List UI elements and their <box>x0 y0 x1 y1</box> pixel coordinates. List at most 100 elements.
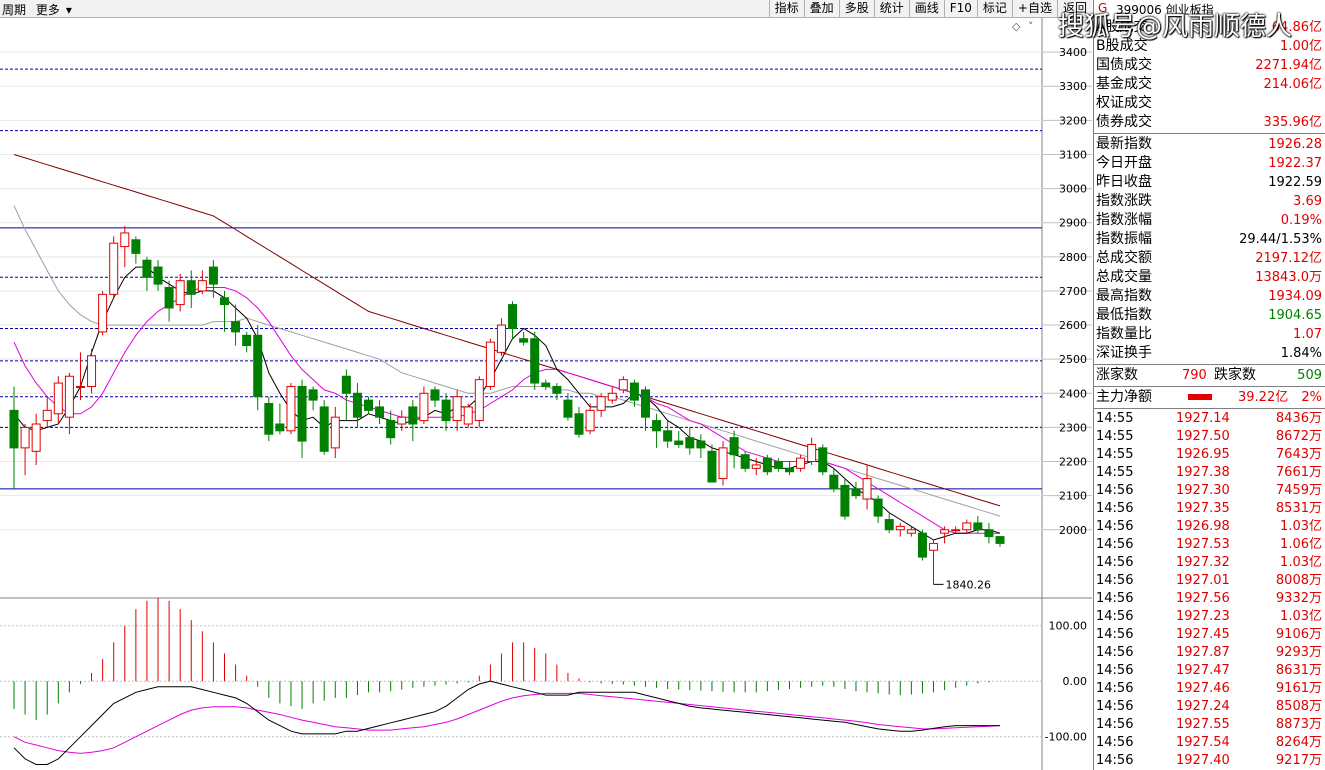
draw-line-button[interactable]: 画线 <box>908 0 944 17</box>
tick-volume: 8008万 <box>1275 573 1322 588</box>
stat-row: 指数涨幅 0.19% <box>1096 211 1324 230</box>
summary-label: 债券成交 <box>1096 114 1152 130</box>
ma10-line <box>13 287 1000 534</box>
tick-price: 1927.53 <box>1176 537 1230 552</box>
stat-row: 指数涨跌 3.69 <box>1096 192 1324 211</box>
tick-volume: 8873万 <box>1275 717 1322 732</box>
tick-time: 14:56 <box>1096 609 1134 624</box>
summary-value: 214.06亿 <box>1263 77 1323 92</box>
add-watchlist-button[interactable]: +自选 <box>1011 0 1057 17</box>
tick-row: 14:56 1927.23 1.03亿 <box>1094 608 1325 626</box>
main-force-bar <box>1188 394 1212 400</box>
summary-value: 1.00亿 <box>1280 39 1322 54</box>
tick-price: 1927.01 <box>1176 573 1230 588</box>
overlay-button[interactable]: 叠加 <box>803 0 839 17</box>
candle-body <box>208 266 218 285</box>
panel-header: G 399006 创业板指 <box>1094 0 1325 17</box>
diamond-icon: ◇ <box>1012 20 1021 33</box>
stat-value: 2197.12亿 <box>1255 251 1322 266</box>
candle-body <box>430 389 440 401</box>
tick-row: 14:56 1927.47 8631万 <box>1094 662 1325 680</box>
candle-body <box>862 478 872 500</box>
candle-body <box>751 464 761 469</box>
tick-price: 1927.14 <box>1176 411 1230 426</box>
kline-chart[interactable]: 3400 3300 3200 3100 3000 2900 2800 2700 2600 2500… <box>0 18 1092 770</box>
divider <box>1094 408 1325 409</box>
candle-body <box>995 536 1005 544</box>
tick-row: 14:56 1927.45 9106万 <box>1094 626 1325 644</box>
up-count-value: 790 <box>1182 368 1207 383</box>
stat-label: 深证换手 <box>1096 345 1152 361</box>
price-tick-label: 3100 <box>1059 148 1087 161</box>
stat-label: 总成交额 <box>1096 250 1152 266</box>
tick-row: 14:55 1926.95 7643万 <box>1094 446 1325 464</box>
candle-body <box>674 440 684 445</box>
summary-label: 国债成交 <box>1096 57 1152 73</box>
tick-price: 1927.40 <box>1176 753 1230 768</box>
stat-row: 深证换手 1.84% <box>1096 344 1324 363</box>
price-tick-label: 2300 <box>1059 421 1087 434</box>
tick-time: 14:56 <box>1096 699 1134 714</box>
divider <box>1094 364 1325 365</box>
kline-chart-area[interactable]: 3400 3300 3200 3100 3000 2900 2800 2700 2600 2500… <box>0 18 1092 770</box>
f10-button[interactable]: F10 <box>943 0 977 17</box>
price-tick-label: 3400 <box>1059 46 1087 59</box>
multi-stock-button[interactable]: 多股 <box>838 0 874 17</box>
candle-body <box>508 304 518 329</box>
quote-panel: G 399006 创业板指 A股成交 64.86亿 B股成交 1.00亿 国债成交 227… <box>1058 0 1325 770</box>
candle-body <box>596 396 606 411</box>
tick-row: 14:56 1927.40 9217万 <box>1094 752 1325 770</box>
tick-volume: 8436万 <box>1275 411 1322 426</box>
stat-label: 最低指数 <box>1096 307 1152 323</box>
tick-row: 14:56 1927.46 9161万 <box>1094 680 1325 698</box>
candle-body <box>109 242 119 295</box>
tick-price: 1927.32 <box>1176 555 1230 570</box>
candle-body <box>873 498 883 517</box>
mark-button[interactable]: 标记 <box>976 0 1012 17</box>
more-dropdown-icon[interactable]: ▾ <box>65 3 72 17</box>
tick-row: 14:56 1927.24 8508万 <box>1094 698 1325 716</box>
tick-row: 14:56 1926.98 1.03亿 <box>1094 518 1325 536</box>
stat-value: 0.19% <box>1280 213 1322 228</box>
candle-body <box>530 338 540 384</box>
tick-price: 1927.24 <box>1176 699 1230 714</box>
tick-price: 1927.54 <box>1176 735 1230 750</box>
more-menu[interactable]: 更多 <box>35 3 60 17</box>
stat-row: 指数量比 1.07 <box>1096 325 1324 344</box>
tick-volume: 1.03亿 <box>1280 609 1322 624</box>
price-tick-label: 2600 <box>1059 319 1087 332</box>
summary-label: 基金成交 <box>1096 76 1152 92</box>
tick-time: 14:56 <box>1096 537 1134 552</box>
stat-value: 1922.59 <box>1268 175 1322 190</box>
candle-body <box>496 324 506 353</box>
tick-volume: 8264万 <box>1275 735 1322 750</box>
statistics-button[interactable]: 统计 <box>873 0 909 17</box>
indicator-button[interactable]: 指标 <box>768 0 804 17</box>
summary-value: 335.96亿 <box>1263 115 1323 130</box>
candle-body <box>31 423 41 452</box>
candle-body <box>175 280 185 306</box>
candle-body <box>840 484 850 517</box>
summary-row: 基金成交 214.06亿 <box>1096 75 1324 94</box>
macd-tick-label: 0.00 <box>1063 675 1088 688</box>
down-count-label: 跌家数 <box>1214 367 1256 383</box>
candle-body <box>707 450 717 483</box>
price-tick-label: 3200 <box>1059 114 1087 127</box>
candle-body <box>253 334 263 398</box>
summary-row: 债券成交 335.96亿 <box>1096 113 1324 132</box>
tick-row: 14:56 1927.54 8264万 <box>1094 734 1325 752</box>
candle-body <box>131 239 141 254</box>
candle-body <box>807 443 817 463</box>
candle-body <box>286 385 296 432</box>
candle-body <box>796 457 806 469</box>
price-tick-label: 3000 <box>1059 183 1087 196</box>
tick-volume: 8508万 <box>1275 699 1322 714</box>
period-menu[interactable]: 周期 <box>2 3 27 17</box>
candle-body <box>696 440 706 449</box>
back-button[interactable]: 返回 <box>1056 0 1092 17</box>
summary-row: 权证成交 <box>1096 94 1324 113</box>
candle-body <box>375 406 385 418</box>
candle-body <box>231 321 241 333</box>
tick-volume: 9293万 <box>1275 645 1322 660</box>
tick-row: 14:56 1927.87 9293万 <box>1094 644 1325 662</box>
